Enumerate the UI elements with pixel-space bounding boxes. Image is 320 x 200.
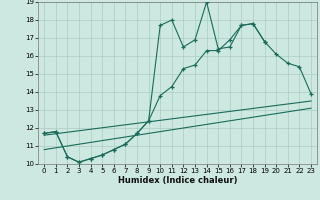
- X-axis label: Humidex (Indice chaleur): Humidex (Indice chaleur): [118, 176, 237, 185]
